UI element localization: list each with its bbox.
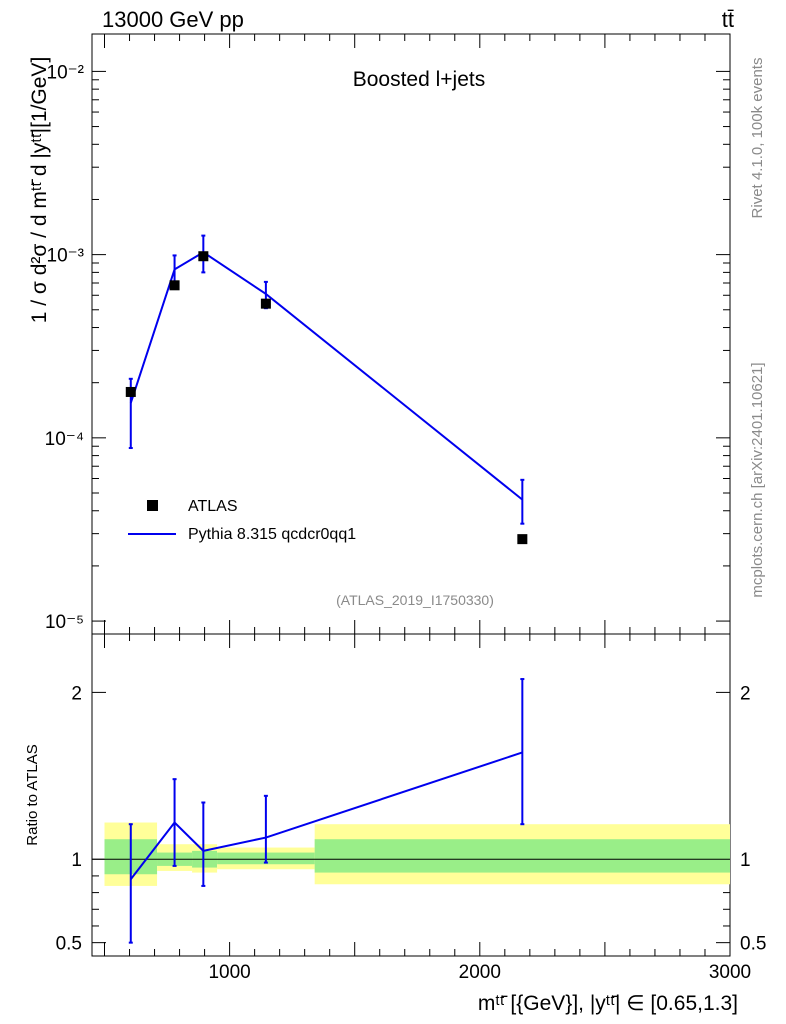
top-y-axis-label: 1 / σ d²σ / d mᵗᵗ̄ d |yᵗᵗ̄|[1/GeV]: [28, 57, 51, 324]
x-tick-label: 3000: [709, 962, 751, 983]
legend-atlas-label: ATLAS: [188, 498, 238, 515]
energy-label: 13000 GeV pp: [102, 7, 244, 32]
mcplots-label: mcplots.cern.ch [arXiv:2401.10621]: [749, 362, 766, 597]
top-data-marks: [125, 234, 528, 545]
analysis-id: (ATLAS_2019_I1750330): [336, 592, 494, 608]
ratio-y-tick-label: 2: [71, 683, 82, 704]
pythia-line: [129, 251, 523, 501]
atlas-point: [125, 386, 136, 397]
y-tick-label: 10⁻⁵: [45, 612, 84, 633]
ratio-y-tick-label-right: 0.5: [740, 934, 766, 955]
ratio-y-tick-label-right: 1: [740, 850, 751, 871]
x-tick-label: 1000: [208, 962, 250, 983]
atlas-point: [169, 280, 180, 291]
y-tick-label: 10⁻⁴: [45, 429, 84, 450]
legend-atlas-marker: [147, 500, 158, 511]
ratio-band-green: [314, 839, 730, 873]
ratio-y-tick-label: 0.5: [56, 934, 82, 955]
ratio-y-axis-label: Ratio to ATLAS: [24, 744, 41, 845]
atlas-point: [198, 251, 209, 262]
ratio-data-marks: [128, 678, 525, 944]
y-tick-label: 10⁻²: [47, 62, 85, 83]
ratio-axis-ticks: 0.5 0.5 1 1 2 2 1000 2000 3000: [56, 634, 766, 983]
x-axis-label: mᵗᵗ̄ [{GeV}], |yᵗᵗ̄| ∈ [0.65,1.3]: [478, 992, 738, 1015]
ratio-y-tick-label: 1: [71, 850, 82, 871]
chart-title: Boosted l+jets: [353, 68, 486, 91]
ratio-panel-frame: [91, 633, 731, 957]
ratio-bands: [104, 822, 730, 886]
top-panel-frame: [91, 33, 731, 635]
rivet-label: Rivet 4.1.0, 100k events: [749, 58, 766, 219]
top-axis-ticks: 10⁻⁵ 10⁻⁴ 10⁻³ 10⁻²: [45, 34, 731, 634]
ratio-y-tick-label-right: 2: [740, 683, 751, 704]
y-tick-label: 10⁻³: [47, 246, 85, 267]
legend-pythia-label: Pythia 8.315 qcdcr0qq1: [188, 526, 356, 543]
atlas-point: [260, 298, 271, 309]
atlas-point: [517, 534, 528, 545]
x-tick-label: 2000: [459, 962, 501, 983]
process-label: tt̄: [722, 7, 734, 32]
